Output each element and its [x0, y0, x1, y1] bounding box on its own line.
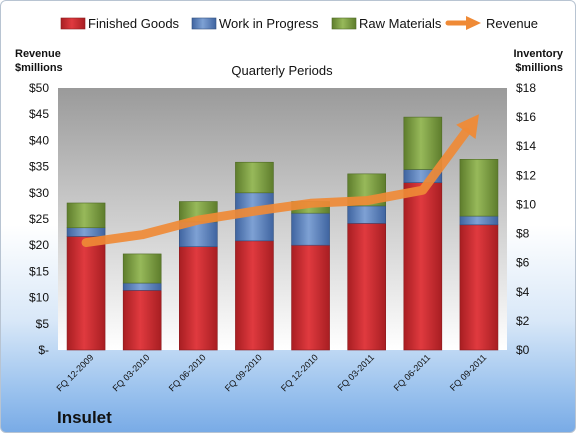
bar-raw-materials	[235, 161, 274, 194]
legend-item-revenue: Revenue	[445, 16, 538, 31]
right-tick-label: $10	[516, 197, 536, 211]
left-tick-label: $20	[29, 238, 49, 252]
bar-finished-goods	[66, 236, 106, 351]
bar-raw-materials	[66, 202, 106, 229]
revenue-arrow-head	[456, 114, 479, 140]
bar-finished-goods	[459, 224, 499, 351]
right-tick-label: $8	[516, 227, 530, 241]
left-tick-label: $-	[38, 343, 49, 357]
bar-work-in-progress	[122, 282, 162, 291]
right-tick-label: $12	[516, 168, 536, 182]
bar-work-in-progress	[347, 205, 386, 224]
left-axis: $- $5 $10 $15 $20 $25 $30 $35 $40 $45 $50	[29, 81, 49, 357]
category-label: FQ 06-2011	[392, 352, 433, 393]
left-tick-label: $10	[29, 291, 49, 305]
bar-raw-materials	[122, 253, 162, 284]
legend-swatch	[191, 17, 217, 30]
left-tick-label: $15	[29, 264, 49, 278]
left-axis-title-line2: $millions	[15, 62, 63, 74]
revenue-line	[81, 127, 471, 248]
right-axis: $0 $2 $4 $6 $8 $10 $12 $14 $16 $18	[516, 81, 536, 357]
right-tick-label: $6	[516, 256, 530, 270]
category-label: FQ 12-2009	[54, 352, 95, 393]
legend-label: Finished Goods	[88, 16, 180, 31]
right-tick-label: $0	[516, 343, 530, 357]
bar-finished-goods	[122, 290, 162, 351]
left-tick-label: $5	[36, 317, 50, 331]
category-label: FQ 06-2010	[167, 352, 208, 393]
legend-swatch	[331, 17, 357, 30]
left-axis-title-line1: Revenue	[15, 48, 61, 60]
right-tick-label: $14	[516, 139, 536, 153]
bar-finished-goods	[291, 244, 330, 351]
category-label: FQ 09-2010	[223, 352, 264, 393]
legend-label: Revenue	[486, 16, 538, 31]
revenue-series	[81, 114, 479, 248]
bar-work-in-progress	[459, 215, 499, 226]
left-tick-label: $30	[29, 186, 49, 200]
left-tick-label: $40	[29, 133, 49, 147]
bars-group	[66, 116, 499, 351]
right-tick-label: $2	[516, 314, 530, 328]
left-tick-label: $25	[29, 212, 49, 226]
legend-label: Raw Materials	[359, 16, 442, 31]
bar-finished-goods	[347, 223, 386, 351]
bar-work-in-progress	[291, 212, 330, 246]
bar-raw-materials	[459, 159, 499, 217]
right-axis-title-line1: Inventory	[513, 48, 563, 60]
legend-item-finished-goods: Finished Goods	[60, 16, 180, 31]
category-axis: FQ 12-2009 FQ 03-2010 FQ 06-2010 FQ 09-2010…	[54, 352, 488, 393]
legend-item-work-in-progress: Work in Progress	[191, 16, 319, 31]
bar-finished-goods	[403, 182, 443, 351]
right-tick-label: $18	[516, 81, 536, 95]
right-tick-label: $4	[516, 285, 530, 299]
left-tick-label: $45	[29, 107, 49, 121]
bar-finished-goods	[179, 246, 218, 351]
category-label: FQ 03-2011	[336, 352, 377, 393]
bar-finished-goods	[235, 240, 274, 351]
legend-swatch	[60, 17, 86, 30]
brand-label: Insulet	[57, 408, 112, 427]
left-tick-label: $50	[29, 81, 49, 95]
bar-work-in-progress	[66, 227, 106, 237]
left-tick-label: $35	[29, 160, 49, 174]
legend: Finished Goods Work in Progress Raw Mate…	[60, 16, 538, 31]
right-axis-title-line2: $millions	[515, 62, 563, 74]
right-tick-label: $16	[516, 110, 536, 124]
category-label: FQ 12-2010	[279, 352, 320, 393]
legend-arrow-head	[466, 16, 481, 30]
chart-title: Quarterly Periods	[231, 63, 333, 78]
legend-item-raw-materials: Raw Materials	[331, 16, 442, 31]
category-label: FQ 03-2010	[111, 352, 152, 393]
bar-raw-materials	[403, 116, 443, 170]
category-label: FQ 09-2011	[448, 352, 489, 393]
legend-label: Work in Progress	[219, 16, 319, 31]
